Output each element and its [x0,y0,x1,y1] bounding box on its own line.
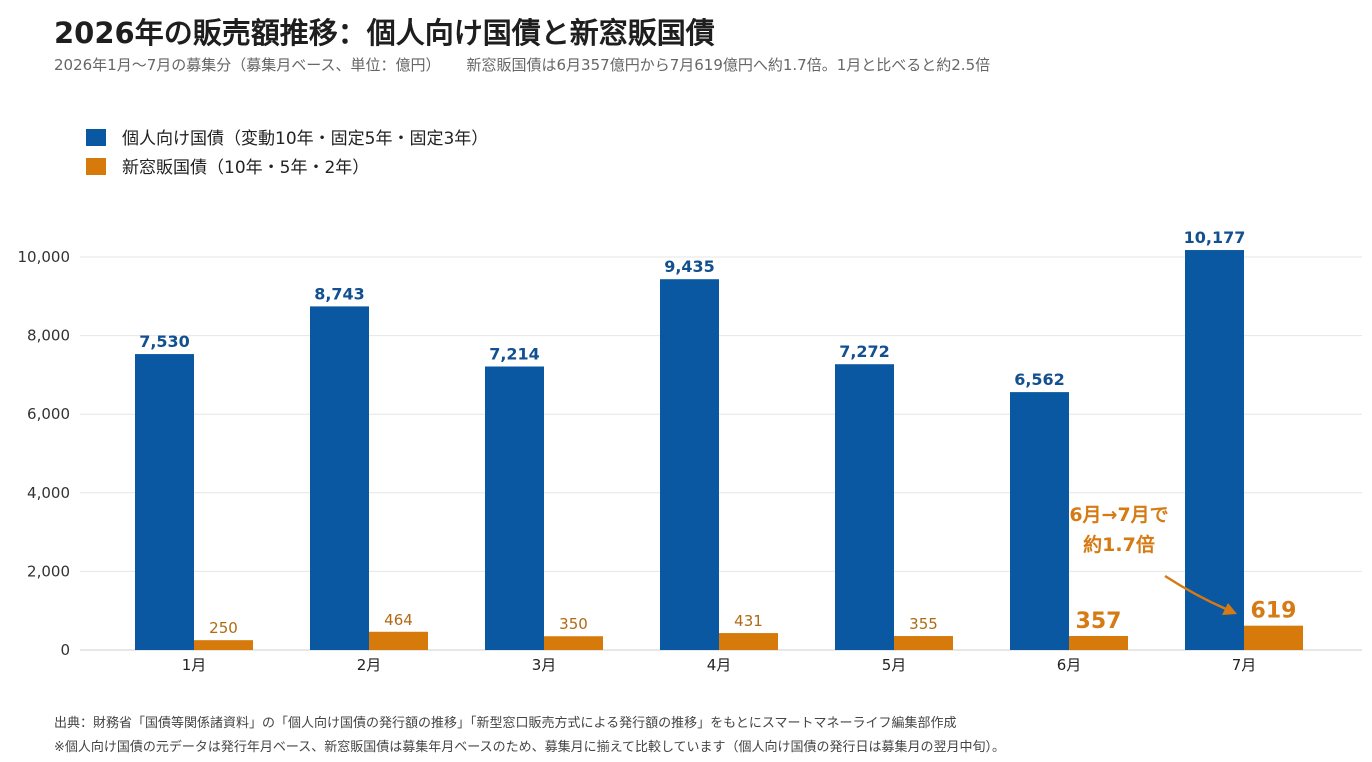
annotation-arrow-head [1222,603,1237,615]
bar-kojin [1010,392,1069,650]
x-tick-label: 7月 [1232,656,1257,674]
data-label-shinmado: 355 [909,615,938,633]
chart-title: 2026年の販売額推移：個人向け国債と新窓販国債 [54,16,715,50]
bar-kojin [835,364,894,650]
x-tick-label: 4月 [707,656,732,674]
data-label-kojin: 9,435 [664,257,715,276]
x-tick-label: 3月 [532,656,557,674]
data-label-kojin: 10,177 [1184,228,1246,247]
data-label-shinmado: 619 [1251,599,1297,624]
y-tick-label: 2,000 [27,562,70,580]
annotation-line-1: 6月→7月で [1069,504,1168,526]
bar-kojin [485,366,544,650]
y-tick-label: 8,000 [27,327,70,345]
bar-shinmado [1069,635,1128,650]
bar-kojin [660,279,719,650]
y-tick-label: 10,000 [18,248,71,266]
annotation-arrow-line [1164,574,1227,611]
footnote-note: ※個人向け国債の元データは発行年月ベース、新窓販国債は募集年月ベースのため、募集… [54,740,1006,755]
x-tick-label: 1月 [182,656,207,674]
data-label-shinmado: 464 [384,611,413,629]
annotation-line-2: 約1.7倍 [1083,533,1155,556]
y-tick-label: 0 [60,641,70,659]
legend-label-kojin: 個人向け国債（変動10年・固定5年・固定3年） [122,129,489,149]
bar-kojin [1185,250,1244,651]
data-label-shinmado: 250 [209,619,238,637]
y-tick-label: 4,000 [27,484,70,502]
data-label-shinmado: 357 [1076,609,1122,634]
data-label-kojin: 7,530 [139,332,190,351]
footnote-source: 出典：財務省「国債等関係諸資料」の「個人向け国債の発行額の推移」「新型窓口販売方… [54,716,957,731]
bar-kojin [310,306,369,650]
data-label-shinmado: 350 [559,615,588,633]
legend-item-kojin: 個人向け国債（変動10年・固定5年・固定3年） [86,124,488,149]
data-label-kojin: 8,743 [314,284,365,303]
x-tick-label: 5月 [882,656,907,674]
y-tick-label: 6,000 [27,405,70,423]
data-label-kojin: 7,272 [839,342,890,361]
subtitle-note: 新窓販国債は6月357億円から7月619億円へ約1.7倍。1月と比べると約2.5… [466,56,991,74]
bar-shinmado [194,640,253,650]
legend-swatch-shinmado [86,158,106,175]
data-label-kojin: 6,562 [1014,370,1065,389]
data-label-kojin: 7,214 [489,344,540,363]
legend-swatch-kojin [86,129,106,146]
subtitle-main: 2026年1月〜7月の募集分（募集月ベース、単位：億円） [54,56,441,74]
bar-shinmado [1244,625,1303,650]
x-tick-label: 6月 [1057,656,1082,674]
chart-subtitle: 2026年1月〜7月の募集分（募集月ベース、単位：億円） 新窓販国債は6月357億… [54,54,990,75]
bar-shinmado [544,636,603,650]
bar-shinmado [894,636,953,650]
bar-shinmado [719,633,778,650]
x-tick-label: 2月 [357,656,382,674]
bar-shinmado [369,631,428,650]
legend-label-shinmado: 新窓販国債（10年・5年・2年） [122,158,370,178]
legend-item-shinmado: 新窓販国債（10年・5年・2年） [86,153,369,178]
bar-kojin [135,354,194,650]
data-label-shinmado: 431 [734,612,763,630]
